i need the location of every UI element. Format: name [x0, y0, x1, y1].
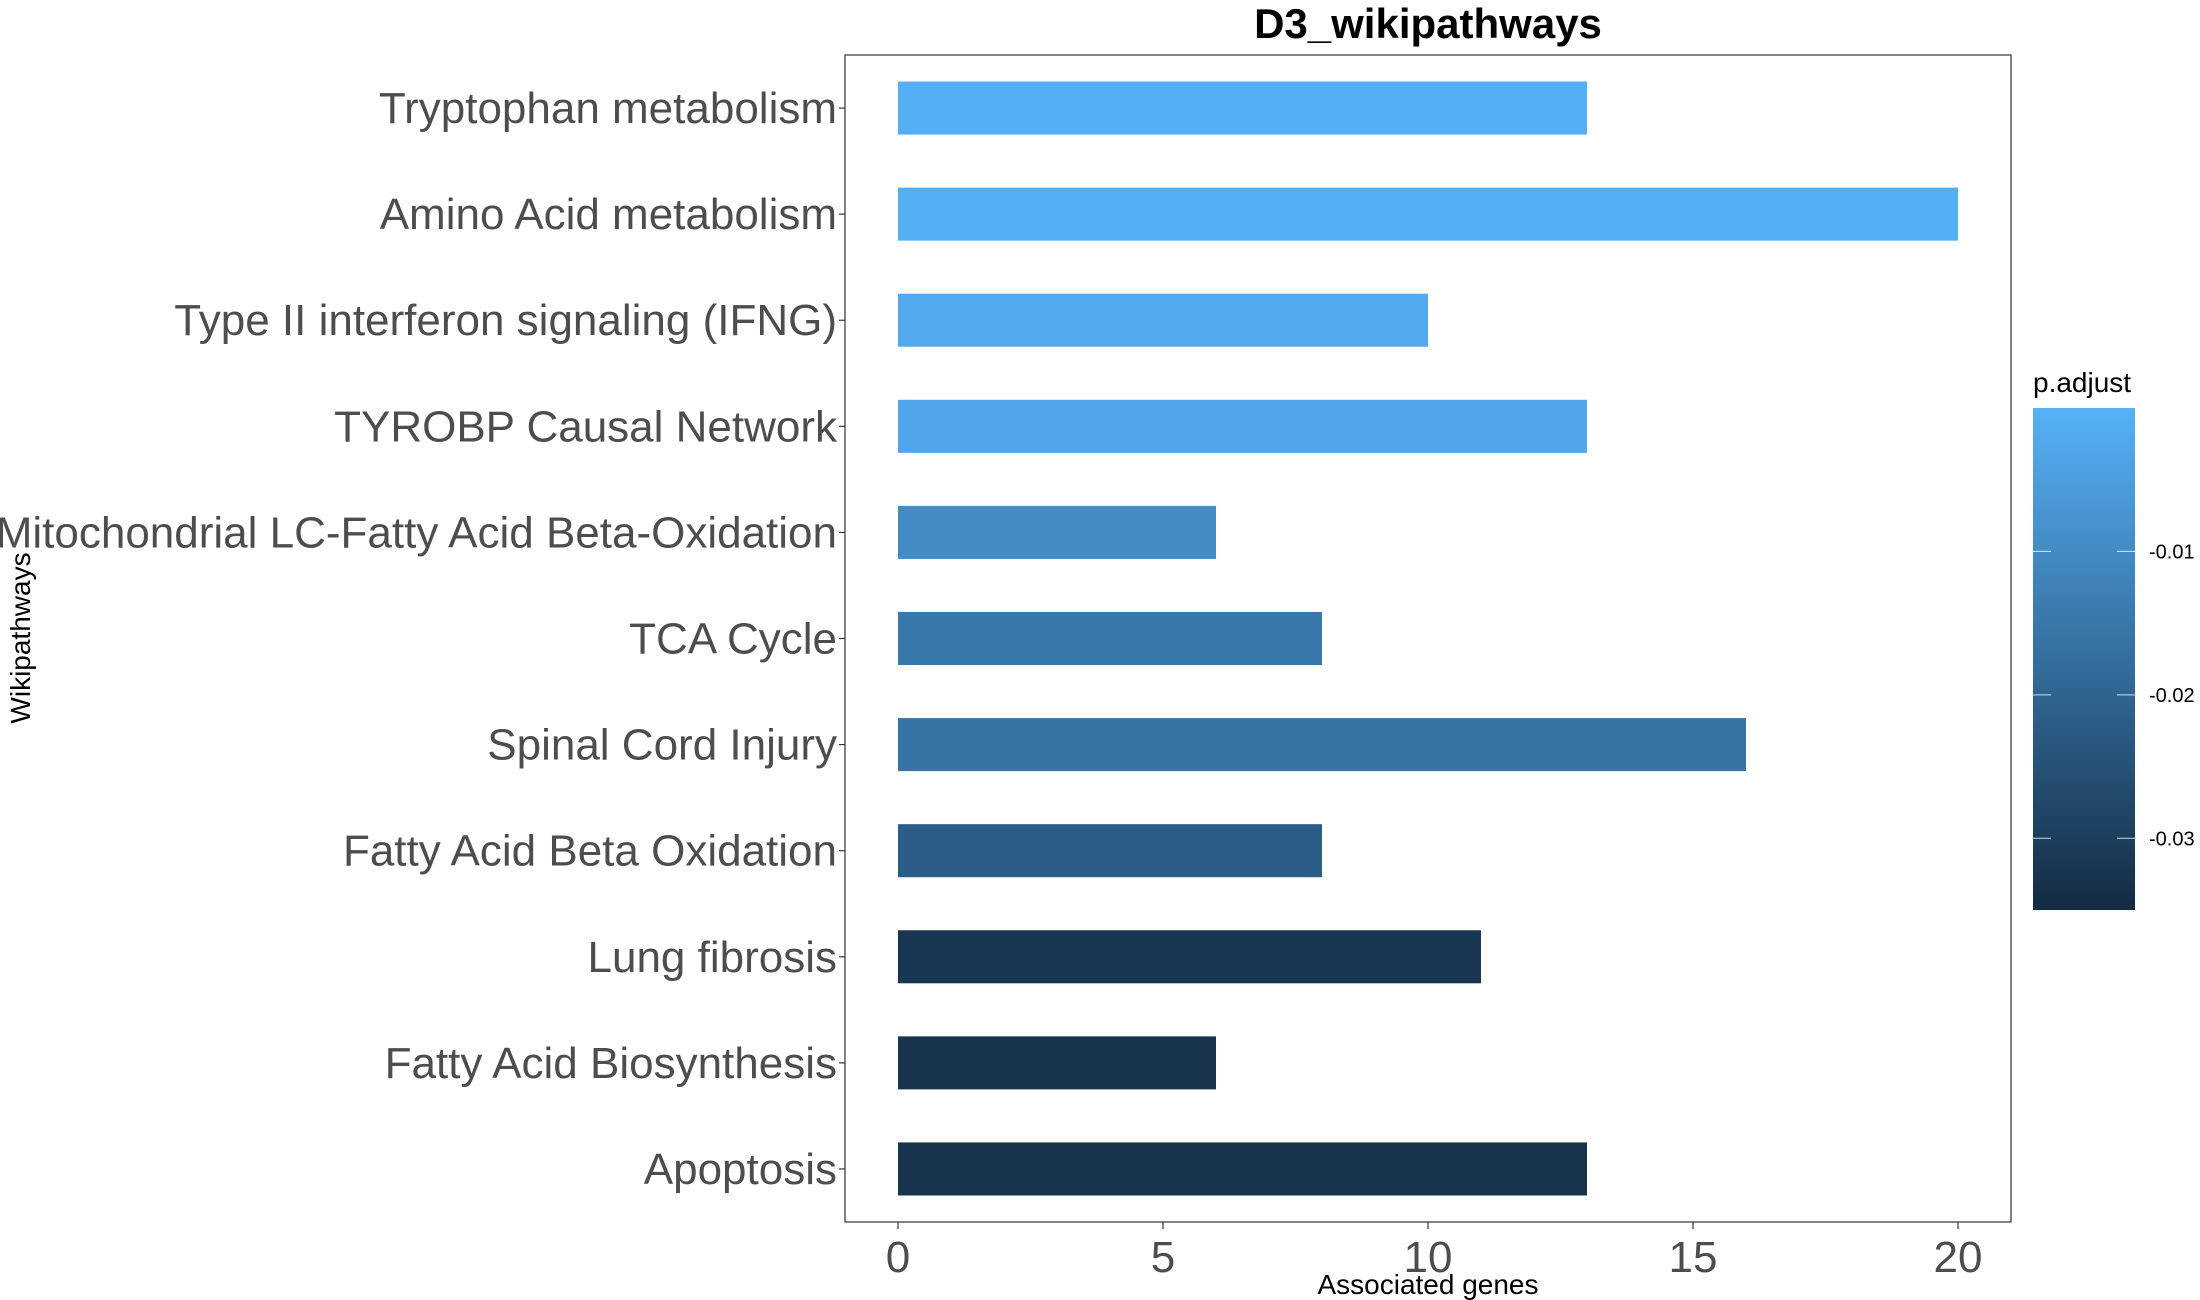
y-tick-labels: Tryptophan metabolism Amino Acid metaboli… [0, 84, 845, 1194]
bar [898, 930, 1481, 984]
chart-title: D3_wikipathways [1254, 0, 1602, 47]
y-tick-label: TCA Cycle [629, 615, 837, 664]
bar [898, 399, 1587, 453]
legend-tick-label: -0.02 [2149, 685, 2195, 707]
legend-tick-label: -0.01 [2149, 541, 2195, 563]
y-tick-label: Amino Acid metabolism [380, 190, 837, 239]
bar [898, 611, 1322, 666]
x-tick-label: 15 [1669, 1233, 1718, 1282]
bars-layer [898, 81, 1958, 1196]
y-tick-label: Mitochondrial LC-Fatty Acid Beta-Oxidati… [0, 508, 837, 557]
y-tick-label: TYROBP Causal Network [334, 402, 838, 451]
bar [898, 824, 1322, 878]
bar [898, 505, 1216, 559]
y-tick-label: Fatty Acid Beta Oxidation [343, 827, 837, 876]
x-tick-label: 20 [1934, 1233, 1983, 1282]
y-tick-label: Lung fibrosis [588, 933, 837, 982]
y-tick-label: Type II interferon signaling (IFNG) [174, 296, 837, 345]
x-tick-labels: 0 5 10 15 20 [886, 1222, 1983, 1282]
y-tick-label: Spinal Cord Injury [487, 721, 837, 770]
x-tick-label: 10 [1404, 1233, 1453, 1282]
color-legend: p.adjust -0.01 -0.02 -0.03 [2033, 367, 2195, 910]
legend-colorbar [2033, 408, 2135, 910]
x-axis-title: Associated genes [1317, 1269, 1538, 1300]
bar [898, 1142, 1587, 1196]
legend-title: p.adjust [2033, 367, 2131, 398]
legend-ticks: -0.01 -0.02 -0.03 [2033, 541, 2195, 850]
bar [898, 293, 1428, 347]
bar [898, 187, 1958, 241]
bar [898, 81, 1587, 135]
y-axis-title: Wikipathways [5, 552, 36, 723]
bar [898, 1036, 1216, 1090]
legend-tick-label: -0.03 [2149, 828, 2195, 850]
bar [898, 718, 1746, 772]
y-tick-label: Apoptosis [644, 1145, 837, 1194]
y-tick-label: Tryptophan metabolism [379, 84, 837, 133]
x-tick-label: 0 [886, 1233, 910, 1282]
x-tick-label: 5 [1151, 1233, 1175, 1282]
y-tick-label: Fatty Acid Biosynthesis [385, 1039, 837, 1088]
